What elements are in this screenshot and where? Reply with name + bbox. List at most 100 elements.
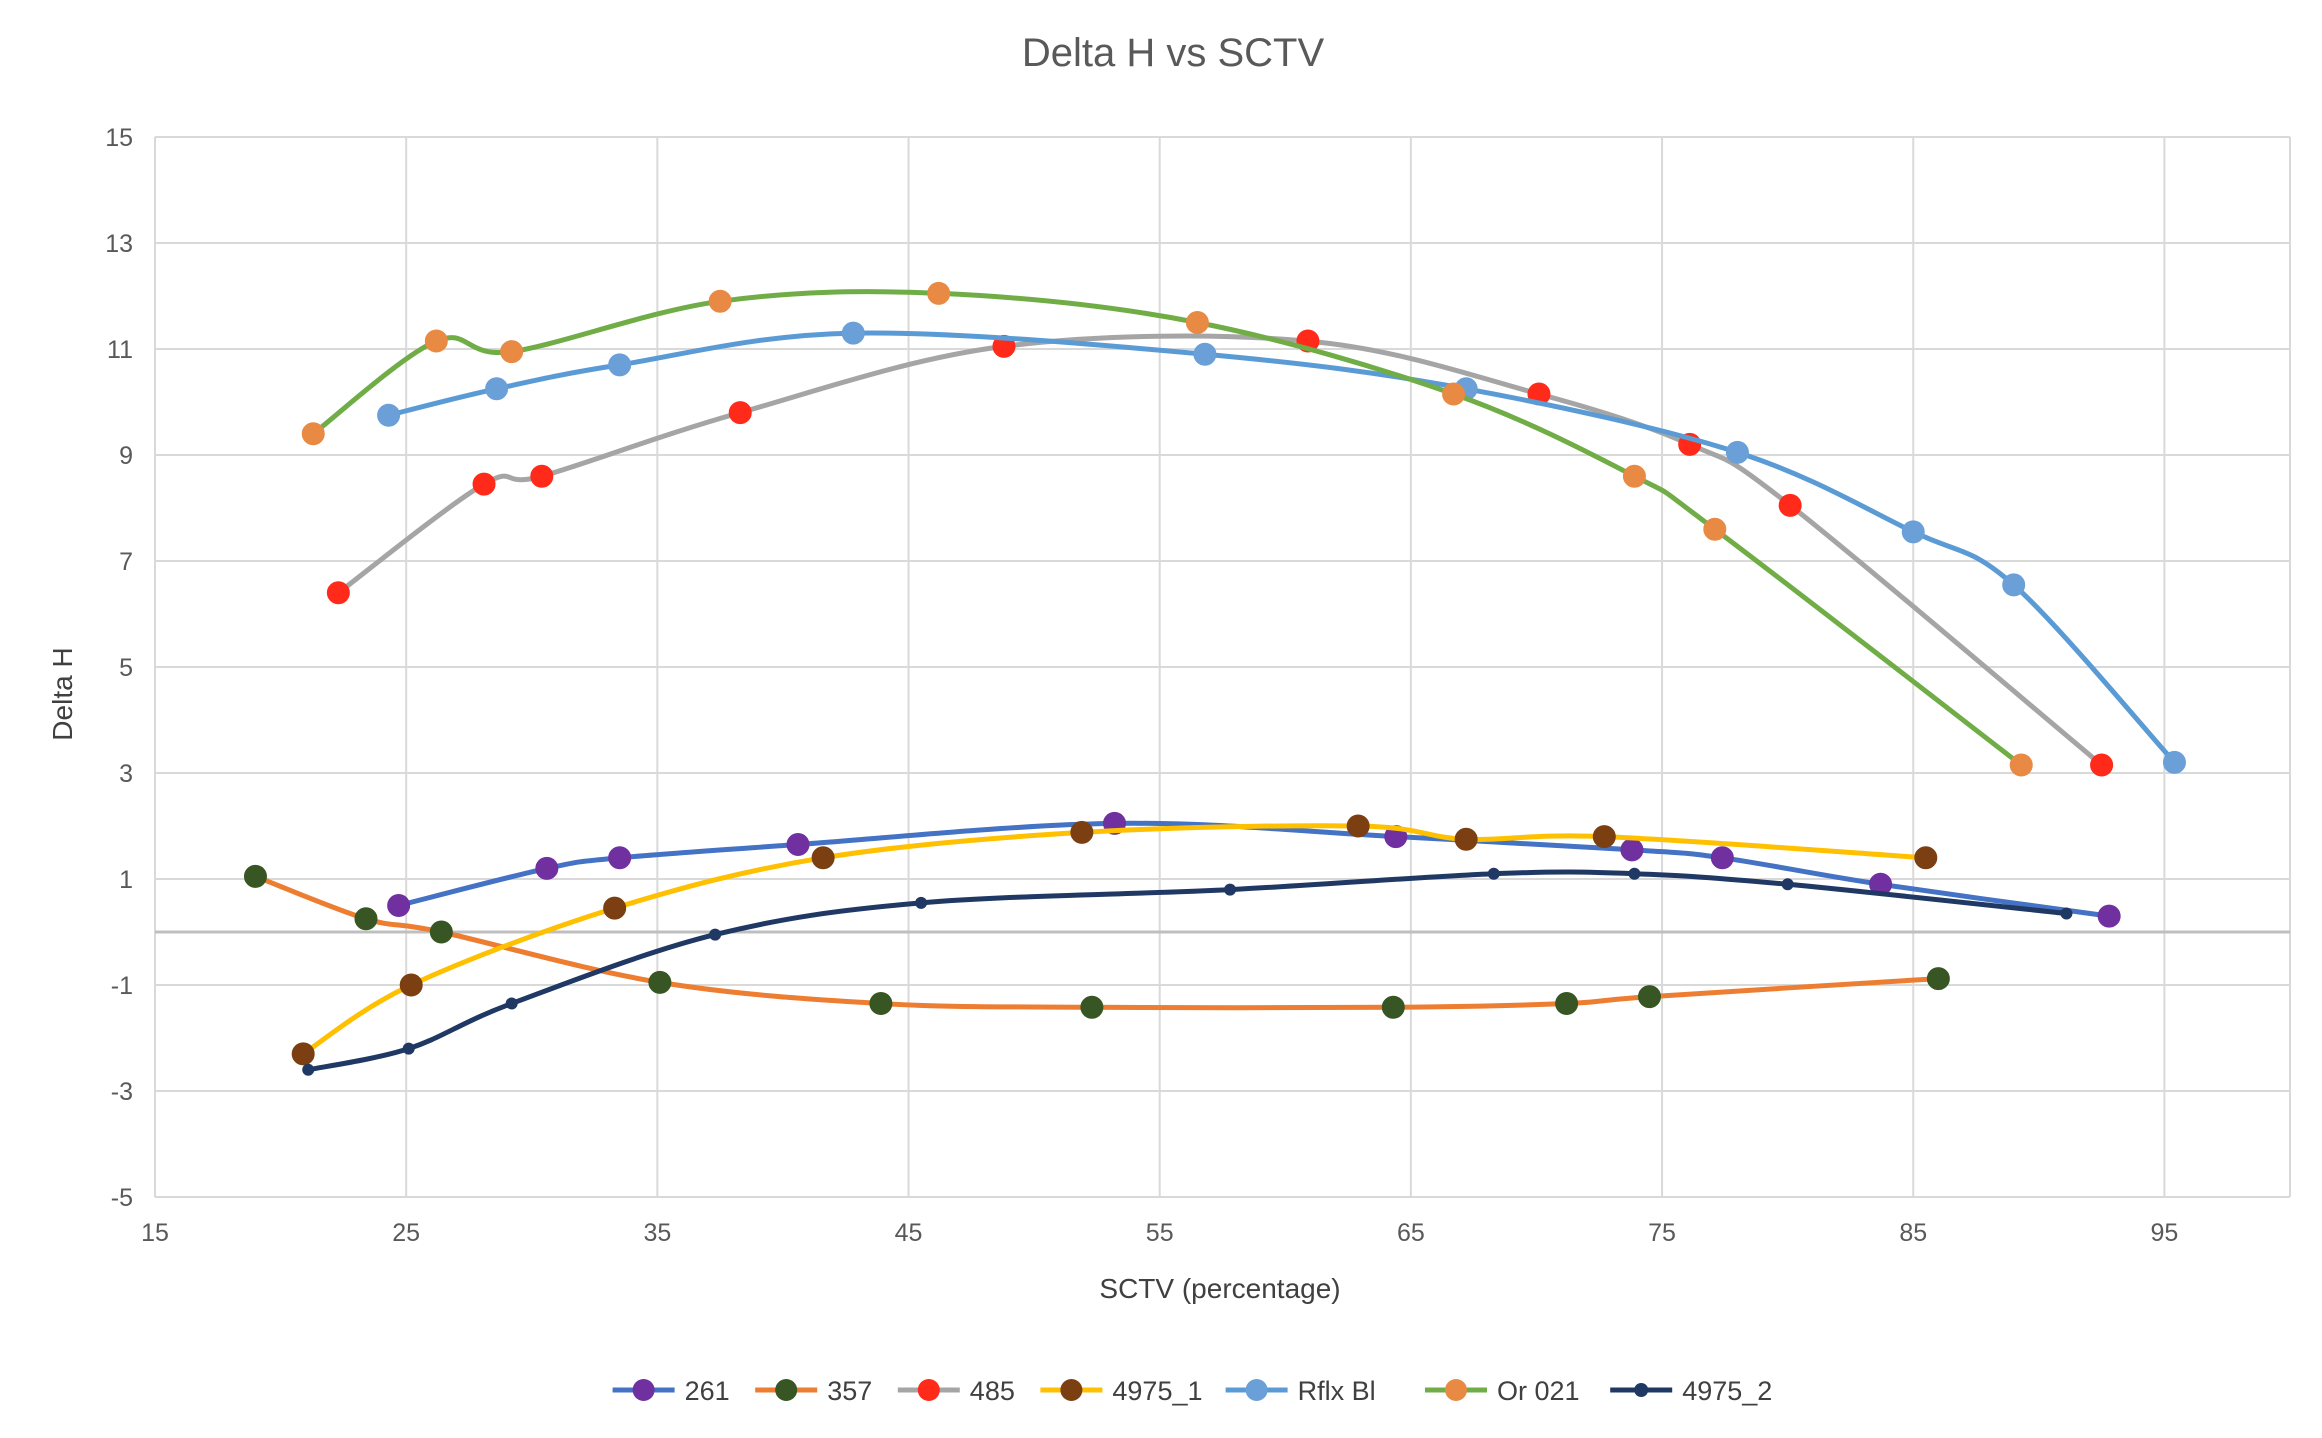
data-point	[1381, 995, 1405, 1019]
x-tick-label: 75	[1648, 1219, 1676, 1247]
y-tick-label: 5	[119, 654, 133, 682]
legend-item: Rflx Bl	[1225, 1376, 1376, 1406]
series-485	[326, 329, 2114, 777]
series-line	[335, 333, 2105, 768]
series-261	[387, 811, 2121, 928]
data-point	[992, 334, 1016, 358]
data-point	[1346, 814, 1370, 838]
y-tick-label: 7	[119, 548, 133, 576]
data-point	[1628, 867, 1641, 880]
series-line	[305, 869, 2069, 1073]
legend-marker	[1060, 1379, 1083, 1401]
data-point	[1781, 878, 1794, 891]
legend-label: 4975_2	[1682, 1376, 1772, 1406]
legend-marker	[1634, 1383, 1649, 1397]
data-point	[608, 846, 632, 870]
data-point	[301, 422, 325, 446]
series-357	[243, 864, 1950, 1019]
data-point	[1080, 995, 1104, 1019]
data-point	[402, 1042, 415, 1055]
x-tick-label: 55	[1146, 1219, 1174, 1247]
legend-item: 4975_2	[1610, 1376, 1772, 1406]
data-point	[1725, 440, 1749, 464]
data-point	[1620, 838, 1644, 862]
legend-label: 4975_1	[1112, 1376, 1202, 1406]
y-tick-label: 3	[119, 760, 133, 788]
data-point	[608, 353, 632, 377]
y-tick-label: 13	[105, 230, 133, 258]
y-tick-label: 9	[119, 442, 133, 470]
data-point	[2097, 904, 2121, 928]
x-tick-label: 35	[643, 1219, 671, 1247]
y-tick-label: 1	[119, 866, 133, 894]
data-point	[243, 864, 267, 888]
data-point	[1193, 342, 1217, 366]
data-point	[472, 472, 496, 496]
legend-item: 485	[897, 1376, 1015, 1406]
data-point	[708, 289, 732, 313]
legend-label: Rflx Bl	[1298, 1376, 1376, 1406]
data-point	[1622, 464, 1646, 488]
data-point	[1185, 311, 1209, 334]
data-point	[354, 907, 378, 931]
data-point	[915, 896, 928, 909]
data-point	[728, 401, 752, 425]
series-line	[396, 820, 2112, 919]
legend-item: 261	[612, 1376, 730, 1406]
legend-marker	[1245, 1379, 1268, 1401]
data-point	[2090, 753, 2114, 777]
x-axis-title: SCTV (percentage)	[1099, 1273, 1340, 1304]
y-tick-label: -5	[111, 1184, 133, 1212]
x-tick-label: 15	[141, 1219, 169, 1247]
legend-marker	[632, 1379, 655, 1401]
y-tick-label: -3	[111, 1078, 133, 1106]
legend-marker	[1445, 1379, 1467, 1401]
data-point	[1638, 985, 1661, 1009]
data-point	[2009, 753, 2033, 777]
x-tick-label: 45	[895, 1219, 923, 1247]
legend-marker	[917, 1379, 940, 1401]
legend-label: 357	[827, 1376, 872, 1406]
data-point	[841, 321, 865, 345]
data-point	[1710, 846, 1734, 870]
x-tick-label: 95	[2151, 1219, 2179, 1247]
data-point	[387, 894, 411, 917]
legend-item: 4975_1	[1040, 1376, 1203, 1406]
legend: 261 357 485 4975_1 Rflx Bl Or 021 4975_2	[612, 1376, 1772, 1406]
legend-label: 261	[685, 1376, 730, 1406]
series-line	[310, 289, 2024, 768]
data-point	[485, 377, 509, 401]
data-point	[1070, 820, 1094, 844]
data-point	[1442, 382, 1466, 406]
legend-item: 357	[755, 1376, 872, 1406]
data-point	[1224, 883, 1237, 896]
data-point	[1454, 827, 1478, 851]
grid-layer	[154, 136, 2291, 1198]
y-tick-label: 11	[107, 336, 133, 364]
data-point	[2162, 750, 2186, 774]
data-point	[1778, 493, 1802, 517]
data-point	[709, 928, 722, 941]
data-point	[1555, 992, 1579, 1016]
data-point	[811, 846, 835, 870]
data-point	[302, 1063, 315, 1076]
data-point	[291, 1042, 315, 1066]
data-point	[500, 340, 524, 364]
data-point	[1487, 867, 1500, 880]
y-tick-label: -1	[111, 972, 133, 1000]
data-point	[505, 997, 518, 1010]
data-point	[2002, 573, 2026, 597]
legend-item: Or 021	[1425, 1376, 1580, 1406]
legend-label: 485	[970, 1376, 1015, 1406]
data-point	[530, 464, 554, 488]
data-point	[1703, 517, 1727, 541]
y-axis-title: Delta H	[47, 647, 78, 740]
data-point	[424, 329, 448, 353]
x-tick-label: 65	[1397, 1219, 1425, 1247]
legend-label: Or 021	[1497, 1376, 1580, 1406]
series-rflx-bl	[377, 321, 2186, 774]
data-point	[2060, 907, 2073, 920]
